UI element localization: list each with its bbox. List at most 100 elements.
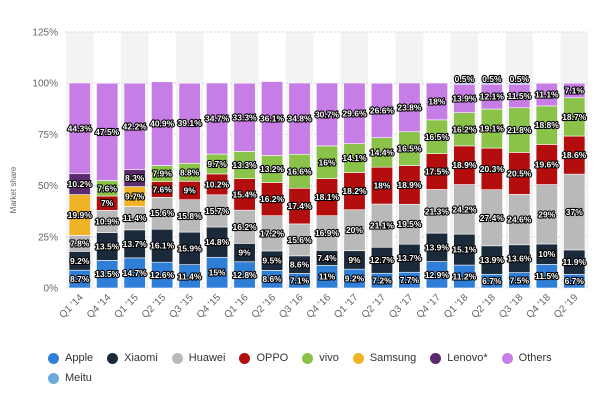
data-label: 42.2%: [123, 121, 148, 131]
data-label: 10.9%: [95, 217, 120, 227]
data-label: 29.6%: [342, 108, 367, 118]
data-label: 13.7%: [123, 239, 148, 249]
data-label: 17.4%: [287, 201, 312, 211]
data-label: 17.2%: [260, 228, 285, 238]
data-label: 18.9%: [452, 160, 477, 170]
data-label: 7.6%: [98, 183, 118, 193]
x-axis: Q1 '14 Q4 '14 Q1 '15 Q2 '15 Q3 '15 Q4 '15 Q1 '…: [57, 292, 580, 321]
data-label: 15.6%: [287, 235, 312, 245]
legend-item[interactable]: Apple: [48, 352, 93, 364]
legend-item[interactable]: Meitu: [48, 372, 92, 384]
data-label: 0.5%: [482, 74, 502, 84]
x-tick-label: Q1 '18: [442, 292, 471, 321]
legend-marker-icon: [352, 352, 364, 364]
data-label: 7.9%: [152, 169, 172, 179]
x-tick-label: Q4 '14: [85, 292, 114, 321]
legend-marker-icon: [239, 352, 251, 364]
legend-item[interactable]: Others: [501, 352, 552, 364]
data-label: 18.7%: [562, 112, 587, 122]
data-labels: 8.7% 9.2% 7.8% 19.9% 10.2% 44.3% 13.5% 13.5% 10.…: [67, 73, 588, 287]
bars: [68, 81, 586, 289]
data-label: 47.5%: [95, 127, 120, 137]
legend-item[interactable]: Xiaomi: [107, 352, 158, 364]
data-label: 19.1%: [480, 124, 505, 134]
data-label: 11.4%: [178, 271, 202, 281]
data-label: 13.2%: [260, 164, 285, 174]
legend-label: Apple: [65, 352, 94, 364]
data-label: 12.9%: [425, 270, 450, 280]
data-label: 20.3%: [480, 164, 505, 174]
data-label: 24.2%: [452, 204, 477, 214]
data-label: 11.2%: [453, 272, 477, 282]
bar-segment: [535, 82, 558, 107]
data-label: 16.2%: [233, 222, 258, 232]
legend-label: OPPO: [256, 352, 289, 364]
data-label: 20.5%: [507, 168, 532, 178]
legend-marker-icon: [107, 352, 119, 364]
data-label: 16.2%: [452, 124, 477, 134]
data-label: 15.6%: [150, 208, 175, 218]
data-label: 16.9%: [315, 228, 340, 238]
legend-item[interactable]: Huawei: [171, 352, 225, 364]
data-label: 12.1%: [480, 92, 505, 102]
legend-item[interactable]: Samsung: [352, 352, 416, 364]
data-label: 8.6%: [290, 260, 310, 270]
bar-segment: [453, 82, 476, 85]
x-tick-label: Q1 '14: [57, 292, 86, 321]
x-tick-label: Q4 '16: [305, 292, 334, 321]
data-label: 11.9%: [562, 257, 586, 267]
data-label: 40.9%: [150, 119, 175, 129]
data-label: 7.6%: [152, 184, 172, 194]
x-tick-label: Q4 '15: [195, 292, 224, 321]
bar-segment: [233, 82, 256, 152]
legend-label: Meitu: [65, 372, 92, 384]
legend-marker-icon: [171, 352, 183, 364]
x-tick-label: Q2 '18: [470, 292, 499, 321]
legend-row: Apple Xiaomi Huawei OPPO vivo Samsung Lenovo* O…: [48, 348, 588, 368]
x-tick-label: Q4 '17: [415, 292, 444, 321]
bar-segment: [288, 82, 311, 155]
bar-segment: [480, 82, 503, 85]
data-label: 19.5%: [397, 219, 422, 229]
legend: Apple Xiaomi Huawei OPPO vivo Samsung Lenovo* O…: [48, 348, 588, 388]
data-label: 8.7%: [70, 274, 90, 284]
data-label: 14.4%: [370, 147, 395, 157]
legend-row: Meitu: [48, 368, 588, 388]
data-label: 23.8%: [397, 102, 422, 112]
data-label: 15%: [209, 268, 226, 278]
data-label: 14.1%: [342, 153, 367, 163]
data-label: 11.5%: [507, 91, 531, 101]
data-label: 12.7%: [370, 255, 395, 265]
bar-segment: [206, 82, 229, 155]
data-label: 9%: [348, 255, 361, 265]
data-label: 39.1%: [178, 118, 203, 128]
bar-segment: [96, 82, 119, 181]
data-label: 16.5%: [425, 132, 450, 142]
data-label: 14.7%: [123, 268, 148, 278]
legend-label: Others: [518, 352, 552, 364]
data-label: 12.6%: [150, 270, 175, 280]
bar-segment: [370, 82, 393, 138]
data-label: 18%: [428, 96, 445, 106]
data-label: 24.6%: [507, 215, 532, 225]
legend-label: Lenovo*: [447, 352, 488, 364]
data-label: 11.5%: [535, 271, 559, 281]
data-label: 15.4%: [233, 189, 258, 199]
x-tick-label: Q1 '15: [112, 292, 141, 321]
data-label: 8.3%: [125, 173, 145, 183]
data-label: 7.4%: [317, 253, 337, 263]
x-tick-label: Q4 '18: [525, 292, 554, 321]
legend-label: vivo: [319, 352, 339, 364]
bar-segment: [123, 82, 146, 170]
x-tick-label: Q2 '17: [360, 292, 389, 321]
legend-item[interactable]: vivo: [302, 352, 339, 364]
legend-item[interactable]: Lenovo*: [430, 352, 488, 364]
data-label: 29%: [538, 209, 555, 219]
bar-segment: [425, 82, 448, 121]
data-label: 18.6%: [562, 150, 587, 160]
legend-item[interactable]: OPPO: [239, 352, 288, 364]
data-label: 9.5%: [262, 256, 282, 266]
data-label: 19.9%: [68, 210, 93, 220]
data-label: 18.8%: [535, 120, 560, 130]
legend-marker-icon: [302, 352, 314, 364]
